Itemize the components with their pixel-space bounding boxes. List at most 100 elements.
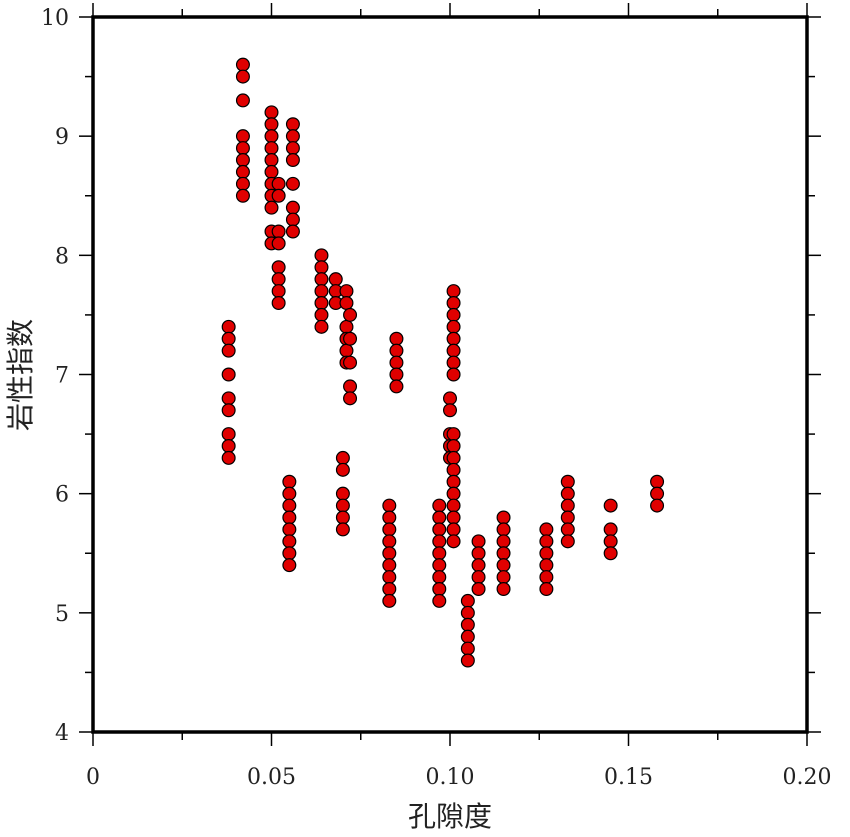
data-point: [539, 534, 554, 549]
data-point: [471, 534, 486, 549]
data-point: [560, 510, 575, 525]
data-point: [271, 224, 286, 239]
data-point: [496, 581, 511, 596]
data-point: [285, 224, 300, 239]
data-point: [603, 546, 618, 561]
data-point: [560, 534, 575, 549]
data-point: [271, 176, 286, 191]
data-point: [339, 296, 354, 311]
data-point: [603, 522, 618, 537]
data-point: [432, 498, 447, 513]
data-point: [282, 498, 297, 513]
x-tick-label: 0.05: [247, 765, 296, 790]
data-point: [446, 355, 461, 370]
data-point: [271, 188, 286, 203]
data-point: [446, 284, 461, 299]
data-point: [271, 284, 286, 299]
data-point: [560, 486, 575, 501]
data-point: [471, 546, 486, 561]
data-point: [335, 510, 350, 525]
y-axis-title: 岩性指数: [4, 319, 37, 431]
data-point: [235, 164, 250, 179]
data-point: [264, 141, 279, 156]
data-point: [446, 367, 461, 382]
data-point: [221, 391, 236, 406]
data-point: [271, 236, 286, 251]
data-point: [432, 546, 447, 561]
data-point: [496, 510, 511, 525]
data-point: [471, 558, 486, 573]
data-point: [446, 510, 461, 525]
data-point: [221, 319, 236, 334]
data-point: [496, 558, 511, 573]
data-point: [432, 593, 447, 608]
data-point: [446, 307, 461, 322]
data-point: [282, 510, 297, 525]
data-point: [382, 534, 397, 549]
data-point: [335, 498, 350, 513]
data-point: [460, 641, 475, 656]
data-point: [285, 200, 300, 215]
x-tick-label: 0.15: [604, 765, 653, 790]
data-point: [314, 272, 329, 287]
data-point: [382, 510, 397, 525]
data-point: [314, 319, 329, 334]
data-point: [560, 522, 575, 537]
data-point: [282, 546, 297, 561]
data-point: [285, 141, 300, 156]
y-tick-label: 10: [41, 6, 69, 31]
data-point: [389, 343, 404, 358]
data-point: [539, 522, 554, 537]
data-point: [282, 522, 297, 537]
plot-frame: [91, 15, 809, 734]
data-point: [382, 546, 397, 561]
data-point: [343, 307, 358, 322]
data-point: [264, 153, 279, 168]
data-point: [285, 176, 300, 191]
data-point: [282, 486, 297, 501]
data-point: [264, 200, 279, 215]
data-point: [235, 141, 250, 156]
data-point: [382, 558, 397, 573]
data-point: [446, 498, 461, 513]
data-point: [328, 272, 343, 287]
data-point: [339, 284, 354, 299]
x-tick-labels: 0 0.05 0.10 0.15 0.20: [86, 765, 831, 790]
data-point: [389, 367, 404, 382]
data-point: [343, 355, 358, 370]
data-point: [432, 534, 447, 549]
data-point: [446, 474, 461, 489]
data-point: [432, 522, 447, 537]
data-point: [235, 153, 250, 168]
data-point: [603, 498, 618, 513]
data-point: [335, 522, 350, 537]
data-point: [285, 117, 300, 132]
data-point: [432, 570, 447, 585]
data-point: [271, 260, 286, 275]
data-point: [235, 69, 250, 84]
data-point: [443, 391, 458, 406]
data-point: [443, 403, 458, 418]
data-point: [235, 176, 250, 191]
data-point: [343, 391, 358, 406]
data-point: [446, 486, 461, 501]
data-point: [432, 558, 447, 573]
data-point: [460, 629, 475, 644]
x-axis-title: 孔隙度: [408, 800, 492, 833]
data-point: [389, 355, 404, 370]
data-point: [446, 522, 461, 537]
data-point: [314, 260, 329, 275]
data-point: [560, 474, 575, 489]
data-point: [446, 343, 461, 358]
data-point: [650, 474, 665, 489]
data-point: [432, 581, 447, 596]
data-point: [221, 427, 236, 442]
x-tick-label: 0.20: [783, 765, 832, 790]
data-point: [560, 498, 575, 513]
data-point: [314, 248, 329, 263]
data-point: [389, 379, 404, 394]
data-point: [382, 581, 397, 596]
data-point: [460, 617, 475, 632]
data-point: [221, 439, 236, 454]
data-point: [460, 653, 475, 668]
